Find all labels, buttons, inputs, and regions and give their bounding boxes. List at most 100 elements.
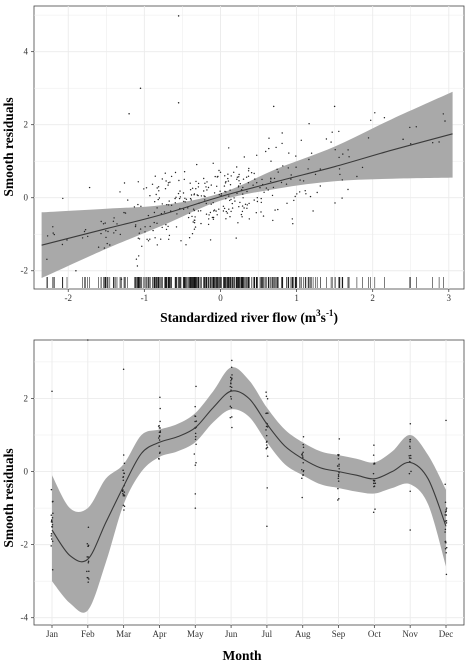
point (87, 526, 90, 528)
point (308, 123, 310, 125)
point (205, 213, 208, 215)
point (337, 477, 340, 480)
point (356, 175, 358, 178)
point (216, 185, 218, 187)
point (238, 173, 240, 176)
point (180, 240, 182, 242)
point (218, 208, 220, 210)
point (119, 191, 121, 193)
point (225, 198, 227, 200)
point (143, 188, 145, 190)
point (372, 511, 375, 513)
point (265, 429, 267, 431)
point (122, 368, 125, 370)
point (107, 230, 109, 233)
point (123, 509, 125, 511)
point (174, 202, 176, 204)
point (229, 184, 232, 186)
point (208, 218, 210, 220)
point (52, 226, 54, 228)
x-tick-label: Feb (81, 629, 95, 639)
point (149, 238, 151, 240)
point (230, 210, 232, 213)
point (408, 472, 411, 475)
point (136, 265, 139, 267)
point (194, 415, 197, 418)
point (230, 395, 232, 398)
point (167, 225, 169, 228)
point (105, 230, 107, 232)
point (444, 520, 447, 522)
point (266, 412, 268, 414)
point (194, 226, 197, 228)
point (166, 204, 168, 206)
point (155, 193, 157, 196)
point (137, 181, 139, 183)
point (206, 181, 208, 183)
plot1-confidence-band (41, 91, 453, 278)
point (253, 172, 255, 175)
point (247, 182, 250, 184)
point (165, 228, 168, 231)
point (207, 223, 210, 226)
point (265, 150, 267, 153)
point (50, 488, 53, 491)
point (444, 501, 447, 503)
point (227, 180, 230, 182)
point (274, 209, 276, 211)
point (302, 436, 305, 438)
point (373, 462, 376, 464)
point (222, 210, 225, 212)
point (367, 137, 370, 139)
x-tick-label: Oct (368, 629, 381, 639)
point (184, 197, 186, 199)
point (50, 514, 53, 516)
point (87, 581, 89, 583)
point (224, 175, 226, 177)
point (330, 141, 332, 143)
point (241, 216, 243, 218)
point (338, 168, 341, 170)
point (361, 166, 364, 169)
plot1-x-axis-label: Standardized river flow (m3s-1) (160, 308, 338, 325)
plot2-x-axis-label: Month (222, 648, 261, 663)
point (51, 390, 53, 392)
point (203, 190, 205, 192)
point (302, 446, 305, 449)
point (339, 173, 341, 176)
point (445, 522, 448, 524)
point (445, 419, 447, 422)
point (268, 147, 270, 150)
point (122, 479, 125, 482)
point (242, 193, 244, 195)
point (194, 464, 197, 466)
point (302, 443, 304, 446)
point (227, 173, 229, 175)
point (84, 229, 87, 231)
point (272, 186, 275, 189)
point (161, 203, 163, 205)
point (133, 206, 136, 208)
point (179, 196, 182, 198)
point (291, 218, 293, 220)
point (254, 178, 256, 180)
point (374, 508, 376, 510)
point (230, 198, 232, 201)
point (231, 426, 233, 429)
x-tick-label: -1 (141, 293, 149, 303)
point (374, 112, 376, 114)
point (165, 180, 167, 182)
point (189, 197, 192, 200)
point (137, 237, 139, 239)
point (197, 182, 200, 185)
point (209, 211, 212, 214)
point (338, 498, 340, 500)
point (370, 119, 372, 122)
point (100, 220, 102, 223)
point (312, 210, 314, 212)
point (256, 154, 258, 156)
point (231, 374, 233, 376)
point (287, 167, 289, 169)
point (178, 197, 181, 200)
point (263, 191, 265, 193)
